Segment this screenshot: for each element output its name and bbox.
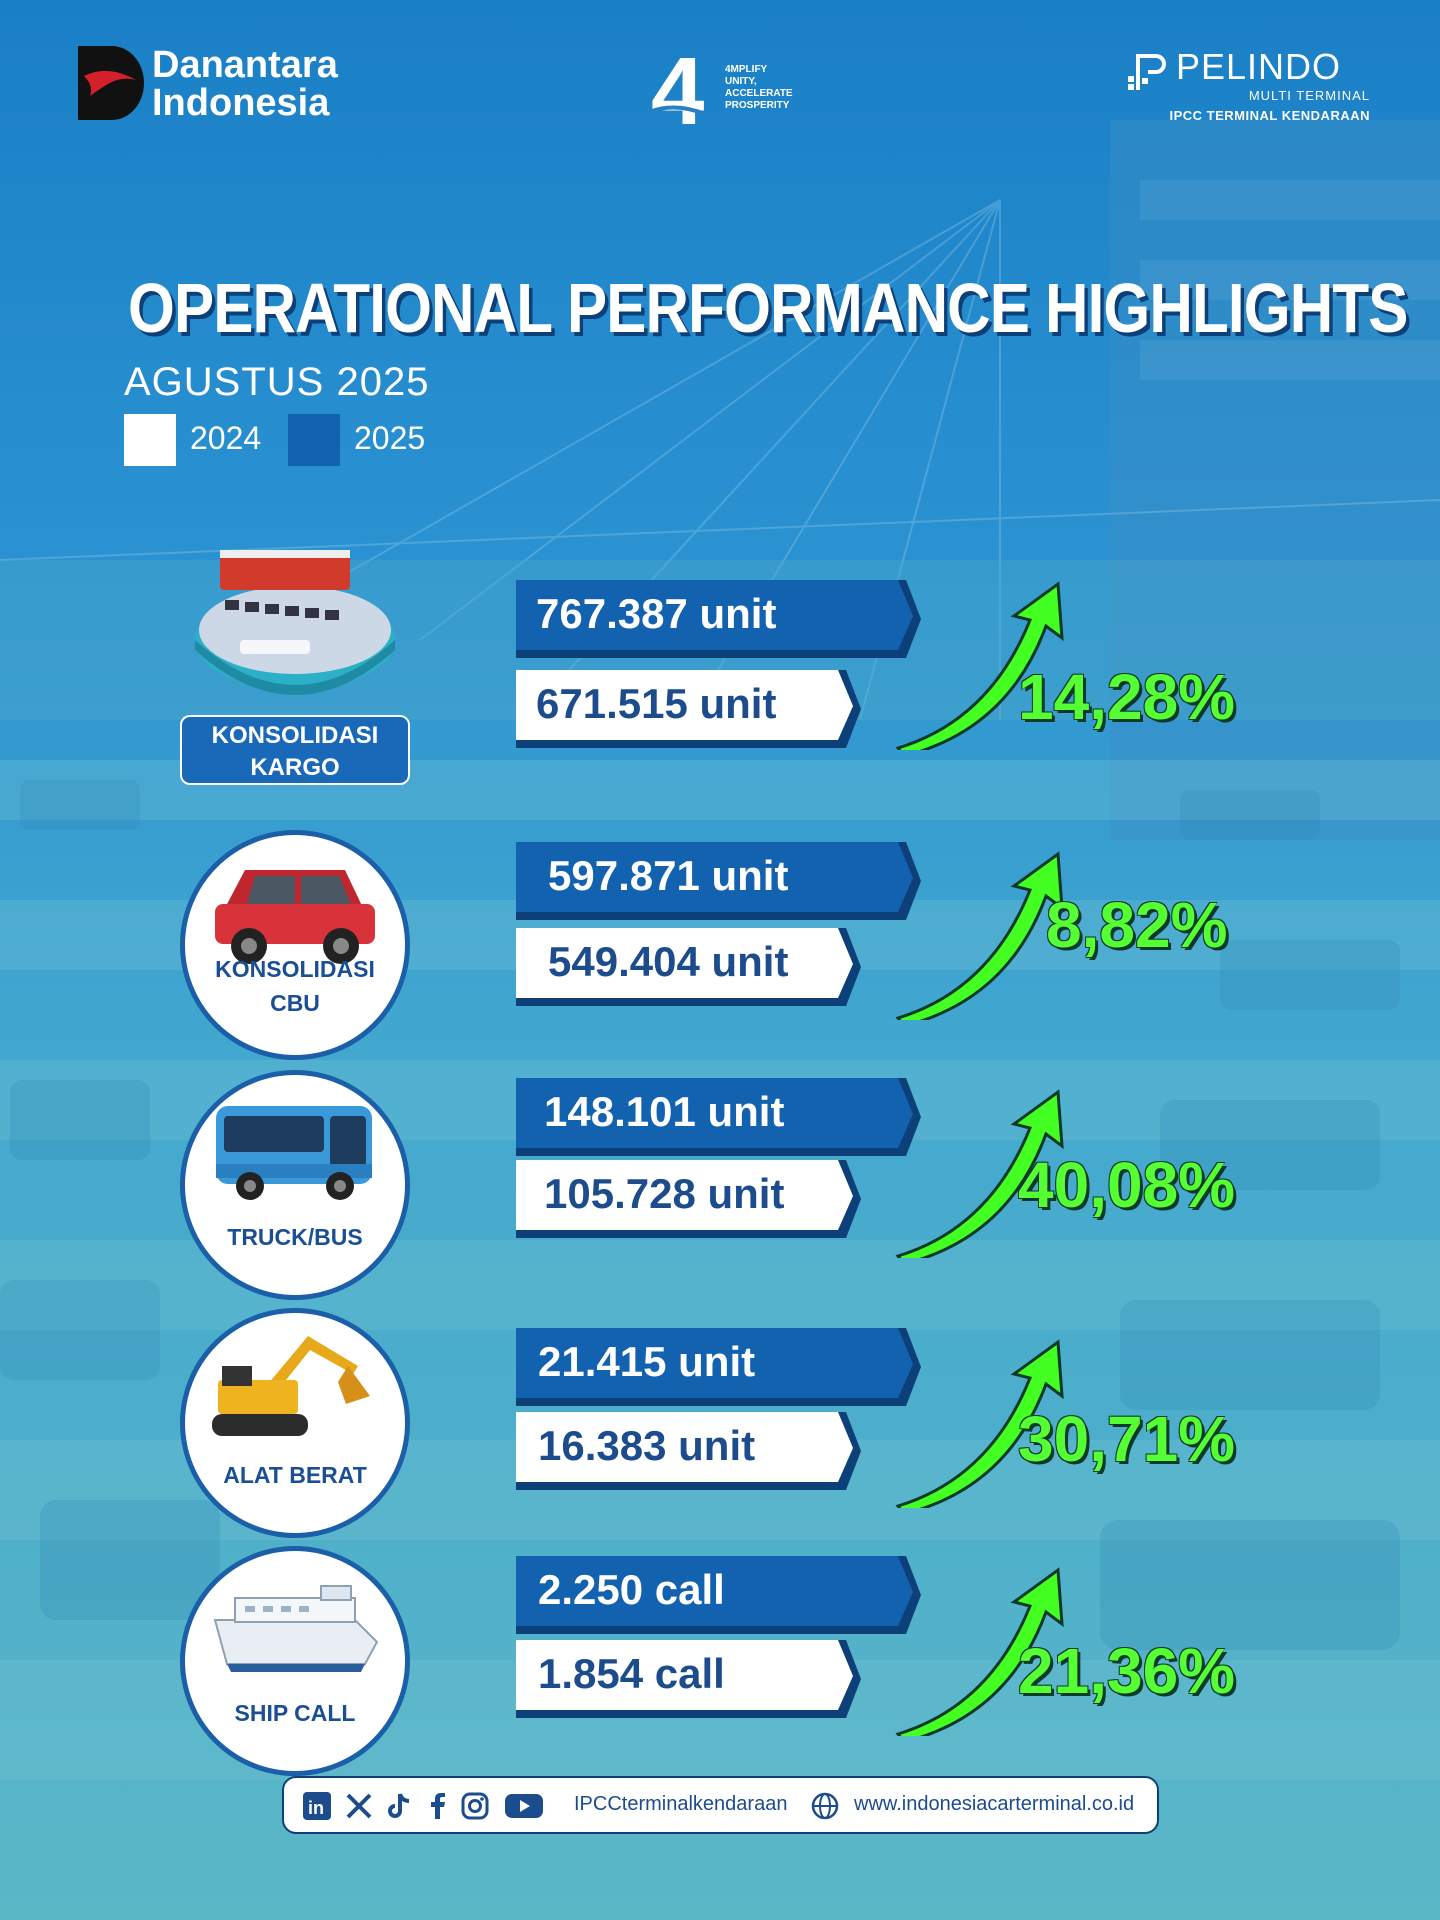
category-label: SHIP CALL <box>234 1700 356 1726</box>
danantara-logo: Danantara Indonesia <box>78 46 378 126</box>
footer-bar: in IPCCterminalkendaraan www.indonesiaca… <box>282 1776 1159 1834</box>
legend-label-2025: 2025 <box>354 420 426 456</box>
value-2024: 671.515 unit <box>536 680 777 727</box>
bar-2025: 148.101 unit <box>516 1078 921 1156</box>
cargo-terminal-icon: KONSOLIDASI KARGO <box>180 530 410 785</box>
growth-percent: 21,36% <box>1018 1635 1236 1707</box>
value-2025: 767.387 unit <box>536 590 777 637</box>
growth-arrow-icon <box>895 1567 1064 1736</box>
pelindo-name: PELINDO <box>1176 46 1342 87</box>
growth-percent: 40,08% <box>1018 1149 1236 1221</box>
linkedin-icon[interactable]: in <box>302 1791 332 1821</box>
row-ship-call: SHIP CALL 2.250 call 1.854 call 21,36% <box>0 1536 1440 1776</box>
bar-2024: 16.383 unit <box>516 1412 861 1490</box>
bar-2024: 549.404 unit <box>516 928 861 1006</box>
category-badge: KONSOLIDASI CBU <box>180 830 410 1060</box>
value-2024: 16.383 unit <box>538 1422 756 1469</box>
legend-label-2024: 2024 <box>190 420 262 456</box>
value-2025: 148.101 unit <box>544 1088 785 1135</box>
category-circle <box>180 830 410 1060</box>
category-badge: ALAT BERAT <box>180 1308 410 1538</box>
category-label: KONSOLIDASI CBU <box>215 956 375 1016</box>
legend-swatch-2025 <box>288 414 340 466</box>
row-alat-berat: ALAT BERAT 21.415 unit 16.383 unit 30,71… <box>0 1298 1440 1538</box>
growth-percent: 14,28% <box>1018 661 1236 733</box>
youtube-icon[interactable] <box>504 1791 544 1821</box>
tiktok-icon[interactable] <box>384 1791 414 1821</box>
value-2025: 597.871 unit <box>548 852 789 899</box>
category-label: ALAT BERAT <box>223 1462 367 1488</box>
value-2024: 1.854 call <box>538 1650 725 1697</box>
svg-text:4: 4 <box>651 42 704 142</box>
bar-2024: 671.515 unit <box>516 670 861 748</box>
category-badge: SHIP CALL <box>180 1546 410 1776</box>
excavator-icon <box>212 1336 370 1436</box>
instagram-icon[interactable] <box>460 1791 490 1821</box>
category-label: TRUCK/BUS <box>227 1224 363 1250</box>
growth-arrow-icon <box>895 1339 1064 1508</box>
red-suv-car-icon <box>215 870 375 964</box>
social-handle[interactable]: IPCCterminalkendaraan <box>574 1793 788 1815</box>
danantara-line1: Danantara <box>152 44 338 86</box>
website-link[interactable]: www.indonesiacarterminal.co.id <box>854 1793 1135 1815</box>
growth-arrow-icon <box>895 851 1064 1020</box>
pelindo-logo: PELINDO MULTI TERMINAL IPCC TERMINAL KEN… <box>1120 46 1370 126</box>
danantara-line2: Indonesia <box>152 82 330 124</box>
pelindo-sub2: IPCC TERMINAL KENDARAAN <box>1169 108 1370 123</box>
category-label: KONSOLIDASI KARGO <box>180 715 410 785</box>
growth-percent: 30,71% <box>1018 1403 1236 1475</box>
blue-bus-icon <box>216 1106 372 1200</box>
bar-2025: 2.250 call <box>516 1556 921 1634</box>
bar-2024: 105.728 unit <box>516 1160 861 1238</box>
globe-icon <box>811 1792 839 1820</box>
svg-text:in: in <box>308 1798 324 1818</box>
car-carrier-ship-icon <box>213 1585 379 1672</box>
amplify-logo: 4 4MPLIFY UNITY, ACCELERATE PROSPERITY <box>645 42 805 142</box>
value-2025: 21.415 unit <box>538 1338 756 1385</box>
legend-swatch-2024 <box>124 414 176 466</box>
value-2024: 549.404 unit <box>548 938 789 985</box>
pelindo-mark-icon <box>1128 54 1166 90</box>
growth-arrow-icon <box>895 581 1064 750</box>
page-title: OPERATIONAL PERFORMANCE HIGHLIGHTS <box>128 269 1408 347</box>
bar-2025: 597.871 unit <box>516 842 921 920</box>
growth-percent: 8,82% <box>1046 889 1228 961</box>
pelindo-sub1: MULTI TERMINAL <box>1248 88 1370 103</box>
danantara-mark-icon <box>78 46 144 120</box>
amplify-tagline: 4MPLIFY UNITY, ACCELERATE PROSPERITY <box>725 64 793 111</box>
value-2025: 2.250 call <box>538 1566 725 1613</box>
facebook-icon[interactable] <box>422 1791 452 1821</box>
growth-arrow-icon <box>895 1089 1064 1258</box>
row-konsolidasi-kargo: KONSOLIDASI KARGO 767.387 unit 671.515 u… <box>0 530 1440 785</box>
category-badge: TRUCK/BUS <box>180 1070 410 1300</box>
bar-2024: 1.854 call <box>516 1640 861 1718</box>
row-truck-bus: TRUCK/BUS 148.101 unit 105.728 unit 40,0… <box>0 1060 1440 1300</box>
legend: 2024 2025 <box>124 414 524 468</box>
value-2024: 105.728 unit <box>544 1170 785 1217</box>
bar-2025: 21.415 unit <box>516 1328 921 1406</box>
x-icon[interactable] <box>344 1791 374 1821</box>
page-subtitle: AGUSTUS 2025 <box>124 360 430 404</box>
row-konsolidasi-cbu: KONSOLIDASI CBU 597.871 unit 549.404 uni… <box>0 820 1440 1060</box>
numeral-four-icon: 4 <box>648 42 706 142</box>
bar-2025: 767.387 unit <box>516 580 921 658</box>
